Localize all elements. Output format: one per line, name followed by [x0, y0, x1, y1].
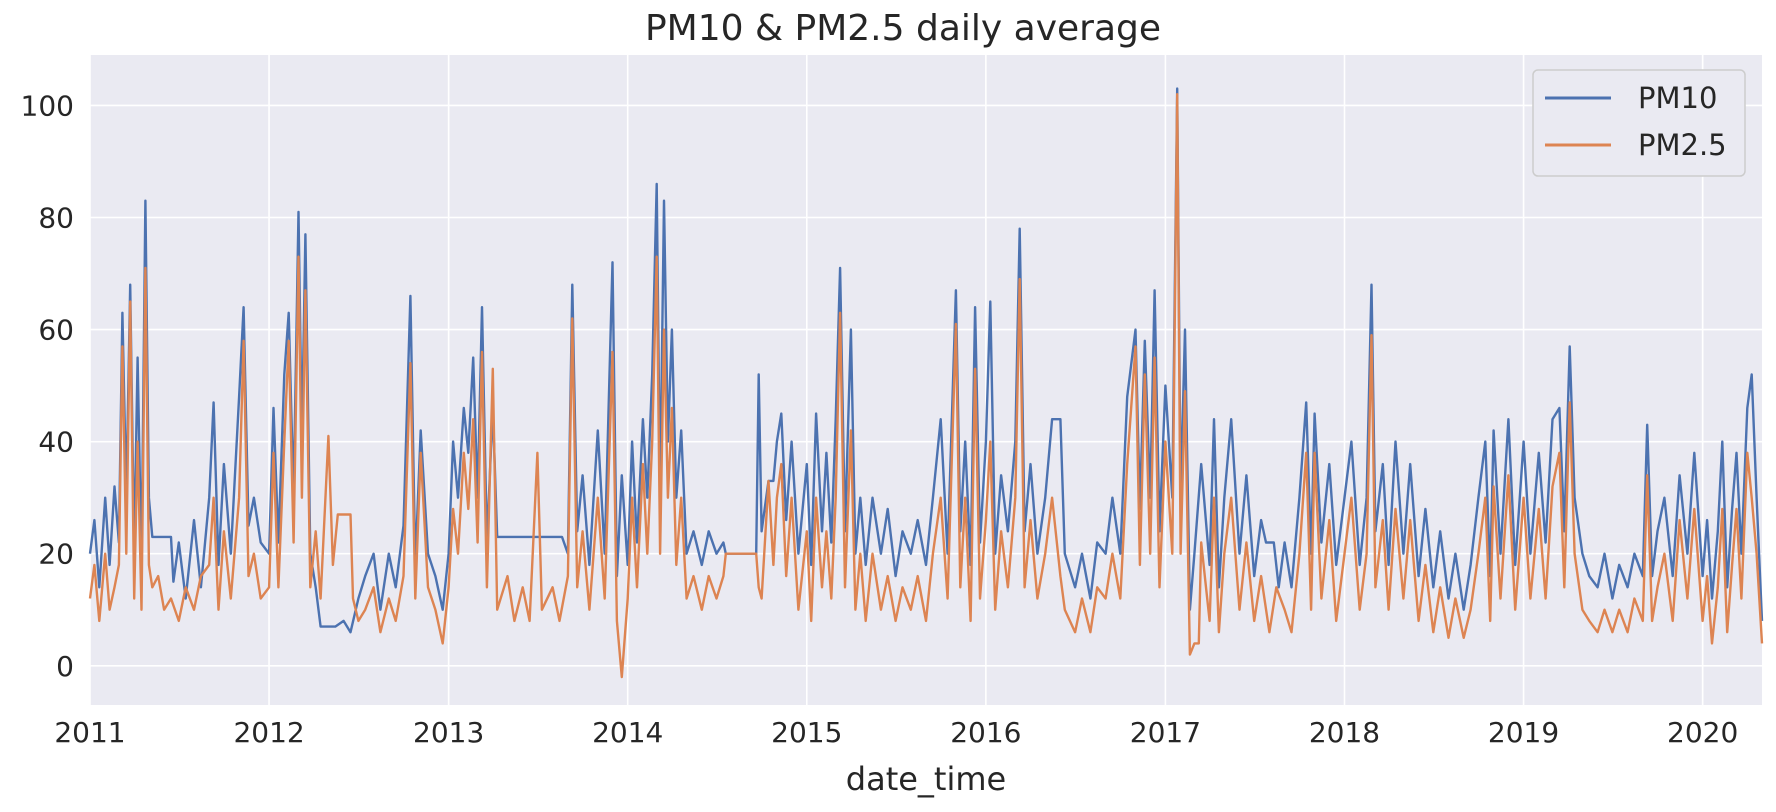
x-tick-label: 2018 — [1309, 716, 1380, 749]
x-tick-label: 2020 — [1667, 716, 1738, 749]
legend-label-pm25: PM2.5 — [1638, 128, 1727, 162]
y-tick-label: 0 — [56, 650, 74, 683]
x-tick-label: 2017 — [1130, 716, 1201, 749]
x-axis-label: date_time — [846, 760, 1006, 798]
x-tick-label: 2015 — [771, 716, 842, 749]
series-line-pm10 — [88, 87, 1764, 634]
series-line-pm25 — [88, 93, 1764, 679]
y-tick-label: 100 — [21, 89, 74, 122]
plot-area — [90, 55, 1762, 705]
y-axis: 0 20 40 60 80 100 — [21, 89, 74, 682]
x-tick-label: 2014 — [592, 716, 663, 749]
legend: PM10 PM2.5 — [1532, 69, 1746, 177]
y-tick-label: 60 — [38, 314, 74, 347]
x-tick-label: 2011 — [54, 716, 125, 749]
grid — [89, 55, 1762, 705]
y-tick-label: 80 — [38, 202, 74, 235]
x-tick-label: 2013 — [413, 716, 484, 749]
y-tick-label: 40 — [38, 426, 74, 459]
chart-title: PM10 & PM2.5 daily average — [645, 8, 1161, 49]
x-axis: 2011 2012 2013 2014 2015 2016 2017 2018 2019 2020 — [54, 716, 1738, 749]
x-tick-label: 2019 — [1488, 716, 1559, 749]
x-tick-label: 2016 — [950, 716, 1021, 749]
series-layer — [88, 87, 1764, 679]
legend-label-pm10: PM10 — [1638, 81, 1717, 115]
x-tick-label: 2012 — [233, 716, 304, 749]
y-tick-label: 20 — [38, 538, 74, 571]
